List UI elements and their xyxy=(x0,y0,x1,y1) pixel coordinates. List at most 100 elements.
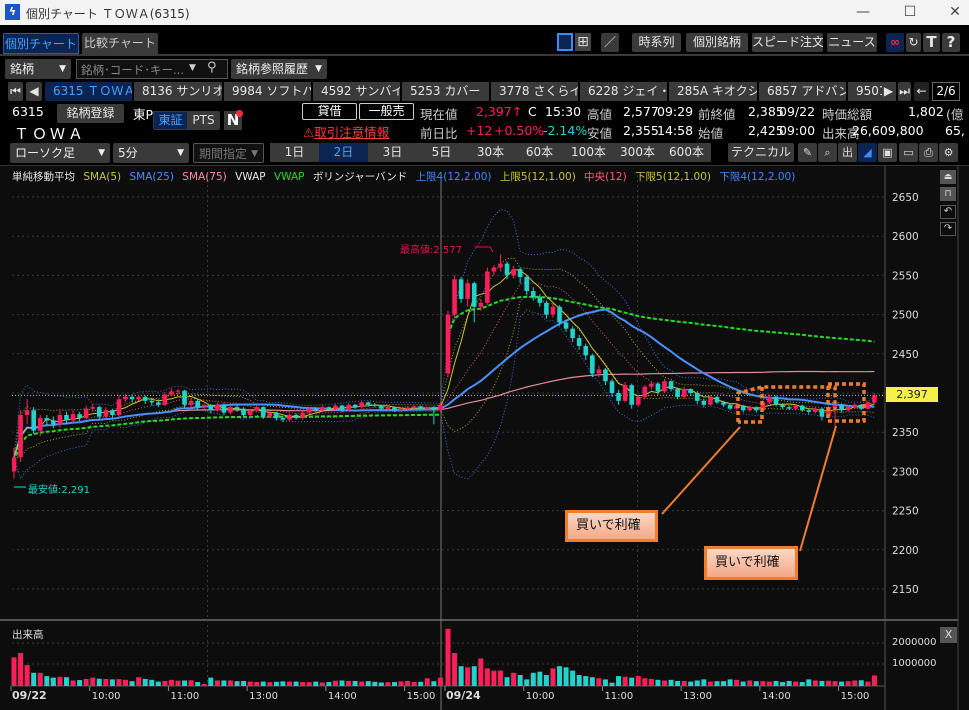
help-button[interactable]: ? xyxy=(942,33,960,52)
range-30[interactable]: 30本 xyxy=(466,143,515,162)
volume-bar xyxy=(227,680,233,686)
candle-body xyxy=(491,267,497,272)
candle xyxy=(662,378,667,393)
candle-body xyxy=(12,457,17,472)
history-select[interactable]: 銘柄参照履歴 ▼ xyxy=(231,59,327,79)
prev-close-date: 09/22 xyxy=(779,104,816,119)
range-600[interactable]: 600本 xyxy=(662,143,711,162)
candle xyxy=(18,410,23,462)
exchange-pts[interactable]: PTS xyxy=(192,113,215,127)
candle-body xyxy=(498,263,503,268)
range-60[interactable]: 60本 xyxy=(515,143,564,162)
timeseries-button[interactable]: 時系列 xyxy=(632,33,681,52)
candle xyxy=(629,383,634,409)
symbol-tab[interactable]: 285A キオクシ... xyxy=(669,82,757,101)
symbol-tab[interactable]: 4592 サンバイオ xyxy=(313,82,400,101)
grid-layout-icon[interactable]: ⊞ xyxy=(575,33,591,51)
price-chart[interactable]: 09/22 10:00 11:00 13:00 14:00 15:00 09/24 10:00… xyxy=(0,165,969,710)
volume-toggle-icon[interactable]: 出 xyxy=(838,143,857,162)
range-1d[interactable]: 1日 xyxy=(270,143,319,162)
range-5d[interactable]: 5日 xyxy=(417,143,466,162)
stock-search-input[interactable]: 銘柄･コード･キー... ▼ ⚲ xyxy=(76,59,228,79)
volume-bar xyxy=(583,676,589,686)
chevron-down-icon[interactable]: ▼ xyxy=(189,63,196,73)
candle xyxy=(300,411,305,420)
candle xyxy=(504,261,510,280)
candle xyxy=(458,276,464,303)
draw-line-icon[interactable]: ／ xyxy=(601,33,619,52)
close-window-button[interactable]: ✕ xyxy=(949,4,961,20)
range-2d[interactable]: 2日 xyxy=(319,143,368,162)
search-icon[interactable]: ⚲ xyxy=(207,60,217,75)
speed-order-button[interactable]: スピード注文 xyxy=(752,33,823,52)
candle-body xyxy=(754,407,759,411)
candle-body xyxy=(70,414,76,421)
area-chart-icon[interactable]: ◢ xyxy=(858,143,877,162)
symbol-tab[interactable]: 6857 アドバン... xyxy=(759,82,846,101)
notification-dot xyxy=(236,110,243,117)
symbol-tab[interactable]: 6228 ジェイ・イ... xyxy=(580,82,667,101)
first-page-icon[interactable]: ⏮ xyxy=(8,82,23,101)
settings-gear-icon[interactable]: ⚙ xyxy=(939,143,958,162)
interval-select[interactable]: 5分 ▼ xyxy=(113,143,189,163)
symbol-tab[interactable]: 9984 ソフトバ... xyxy=(224,82,311,101)
volume-bar xyxy=(352,680,358,686)
volume-bar xyxy=(753,681,759,686)
print-icon[interactable]: ⎙ xyxy=(919,143,938,162)
individual-stock-button[interactable]: 個別銘柄 xyxy=(686,33,748,52)
range-100[interactable]: 100本 xyxy=(564,143,613,162)
volume-bar xyxy=(149,679,155,686)
zoom-icon[interactable]: ⌕ xyxy=(818,143,837,162)
link-icon[interactable]: ∞ xyxy=(886,33,904,52)
exchange-tse[interactable]: 東証 xyxy=(154,112,187,129)
candle-body xyxy=(635,396,641,405)
volume-bar xyxy=(273,681,279,686)
technical-button[interactable]: テクニカル xyxy=(728,143,794,162)
range-300[interactable]: 300本 xyxy=(613,143,662,162)
range-3d[interactable]: 3日 xyxy=(368,143,417,162)
next-page-icon[interactable]: ▶ xyxy=(882,82,895,101)
annotation-callout: 買いで利確 xyxy=(565,510,658,542)
close-volume-panel-button[interactable]: X xyxy=(940,627,957,643)
candle-body xyxy=(431,407,437,411)
tab-compare-chart[interactable]: 比較チャート xyxy=(82,33,158,54)
candle-body xyxy=(51,420,56,425)
minimize-button[interactable]: — xyxy=(856,4,870,20)
exchange-toggle[interactable]: 東証 PTS xyxy=(153,111,220,130)
news-notification-icon[interactable]: N xyxy=(224,110,243,130)
prev-page-icon[interactable]: ◀ xyxy=(26,82,42,101)
refresh-icon[interactable]: ↻ xyxy=(906,33,921,52)
last-page-icon[interactable]: ⏭ xyxy=(898,82,911,101)
candle-body xyxy=(365,402,371,405)
folder-icon[interactable]: ▭ xyxy=(899,143,918,162)
trading-warning-link[interactable]: ⚠取引注意情報 xyxy=(303,122,389,141)
save-icon[interactable]: ▣ xyxy=(878,143,897,162)
maximize-button[interactable]: ☐ xyxy=(903,4,917,20)
symbol-tab[interactable]: 6315 ＴＯＷＡ xyxy=(45,82,132,101)
candle xyxy=(872,393,877,404)
tab-individual-chart[interactable]: 個別チャート xyxy=(3,33,79,54)
candle-body xyxy=(786,407,792,409)
redo-icon[interactable]: ↷ xyxy=(940,222,956,236)
candle-body xyxy=(662,381,667,392)
back-arrow-icon[interactable]: ← xyxy=(914,82,929,101)
chart-type-select[interactable]: ローソク足 ▼ xyxy=(10,143,110,163)
volume-bar xyxy=(208,677,214,686)
collapse-icon[interactable]: ⏏ xyxy=(940,170,956,184)
symbol-tab[interactable]: 8136 サンリオ xyxy=(134,82,222,101)
font-size-button[interactable]: T xyxy=(923,33,940,52)
undo-icon[interactable]: ↶ xyxy=(940,205,956,219)
pencil-icon[interactable]: ✎ xyxy=(798,143,817,162)
single-layout-icon[interactable] xyxy=(557,33,573,51)
register-stock-button[interactable]: 銘柄登録 xyxy=(57,104,124,123)
candle-body xyxy=(392,407,397,411)
candle-body xyxy=(64,414,69,421)
candle-body xyxy=(445,314,451,374)
stock-type-select[interactable]: 銘柄 ▼ xyxy=(5,59,71,79)
symbol-tab[interactable]: 3778 さくらイ... xyxy=(491,82,578,101)
news-button[interactable]: ニュース xyxy=(827,33,877,52)
legend-sma5: SMA(5) xyxy=(83,171,122,183)
lock-icon[interactable]: ⊓ xyxy=(940,187,956,201)
candle xyxy=(333,403,338,411)
symbol-tab[interactable]: 5253 カバー xyxy=(402,82,489,101)
